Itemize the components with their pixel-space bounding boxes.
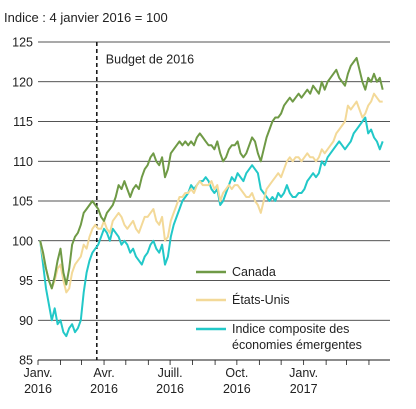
x-tick-label: Janv. [24,366,53,380]
axes: 85 90 95 100 105 110 115 120 125 Janv. 2016 Avr. 201… [12,36,390,396]
x-tick-year: 2016 [223,382,251,396]
x-tick-label: Oct. [225,366,248,380]
legend-label: États-Unis [232,292,290,307]
series-emerging-markets [39,116,384,338]
grid-lines [38,41,390,321]
y-tick-label: 125 [12,36,33,50]
y-tick-label: 110 [13,155,33,169]
chart-subtitle: Indice : 4 janvier 2016 = 100 [4,10,168,25]
y-tick-label: 115 [13,115,33,129]
chart-legend: Canada États-Unis Indice composite des écon… [196,265,362,352]
series-canada [39,56,384,290]
x-tick-label: Janv. [289,366,318,380]
y-tick-label: 90 [19,314,33,328]
legend-label: économies émergentes [232,338,362,352]
y-tick-label: 95 [19,274,33,288]
y-tick-label: 100 [12,234,33,248]
data-series [39,56,384,338]
x-tick-year: 2016 [156,382,184,396]
x-tick-year: 2017 [290,382,318,396]
y-tick-label: 85 [19,354,33,368]
budget-label: Budget de 2016 [106,52,194,66]
legend-label: Indice composite des [232,322,349,336]
x-tick-year: 2016 [90,382,118,396]
budget-annotation: Budget de 2016 [95,42,194,360]
series-united-states [39,92,383,294]
x-tick-year: 2016 [24,382,52,396]
legend-label: Canada [232,265,276,279]
x-tick-label: Avr. [93,366,114,380]
y-tick-label: 120 [12,75,33,89]
y-tick-label: 105 [12,195,33,209]
x-tick-label: Juill. [158,366,183,380]
